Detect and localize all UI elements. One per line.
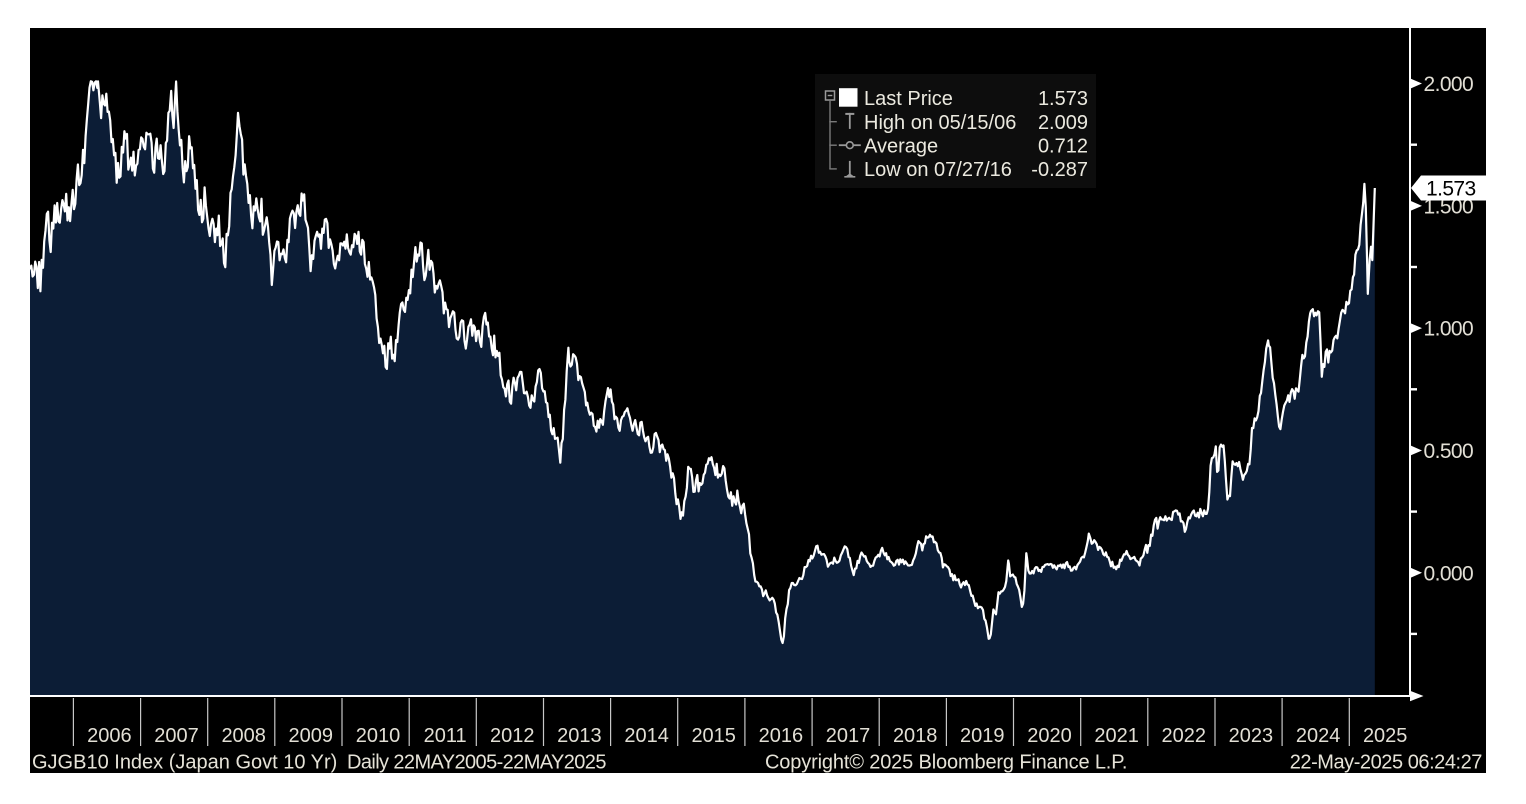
svg-text:2017: 2017 [826, 725, 871, 747]
svg-text:2015: 2015 [691, 725, 736, 747]
svg-text:2025: 2025 [1363, 725, 1408, 747]
svg-text:0.500: 0.500 [1424, 440, 1474, 463]
svg-text:2022: 2022 [1162, 725, 1207, 747]
svg-text:2006: 2006 [87, 725, 131, 747]
svg-text:2013: 2013 [557, 725, 602, 747]
svg-text:Daily 22MAY2005-22MAY2025: Daily 22MAY2005-22MAY2025 [347, 752, 606, 774]
svg-text:2019: 2019 [960, 725, 1005, 747]
svg-text:2018: 2018 [893, 725, 938, 747]
svg-text:2011: 2011 [424, 725, 467, 747]
svg-text:-0.287: -0.287 [1031, 159, 1088, 181]
svg-text:High on 05/15/06: High on 05/15/06 [864, 112, 1016, 134]
svg-text:1.000: 1.000 [1424, 318, 1474, 341]
svg-text:Copyright© 2025 Bloomberg Fina: Copyright© 2025 Bloomberg Finance L.P. [765, 752, 1127, 774]
svg-text:2.009: 2.009 [1038, 112, 1088, 134]
svg-text:2014: 2014 [624, 725, 669, 747]
svg-text:Last Price: Last Price [864, 88, 953, 110]
svg-text:2008: 2008 [221, 725, 266, 747]
svg-text:2023: 2023 [1229, 725, 1274, 747]
svg-text:2.000: 2.000 [1424, 73, 1474, 96]
svg-text:2024: 2024 [1296, 725, 1341, 747]
svg-text:1.573: 1.573 [1426, 178, 1476, 201]
svg-text:2010: 2010 [356, 725, 401, 747]
svg-text:2007: 2007 [154, 725, 199, 747]
svg-text:2021: 2021 [1094, 725, 1139, 747]
svg-text:Average: Average [864, 135, 938, 157]
svg-text:2012: 2012 [490, 725, 535, 747]
svg-text:0.000: 0.000 [1424, 562, 1474, 585]
svg-text:Low on 07/27/16: Low on 07/27/16 [864, 159, 1012, 181]
svg-text:GJGB10 Index (Japan Govt 10 Yr: GJGB10 Index (Japan Govt 10 Yr) [32, 752, 337, 774]
svg-text:2020: 2020 [1027, 725, 1072, 747]
svg-text:1.500: 1.500 [1424, 195, 1474, 218]
svg-text:1.573: 1.573 [1038, 88, 1088, 110]
svg-text:22-May-2025 06:24:27: 22-May-2025 06:24:27 [1290, 752, 1483, 774]
svg-text:2009: 2009 [289, 725, 334, 747]
svg-text:0.712: 0.712 [1038, 135, 1088, 157]
svg-text:2016: 2016 [759, 725, 804, 747]
